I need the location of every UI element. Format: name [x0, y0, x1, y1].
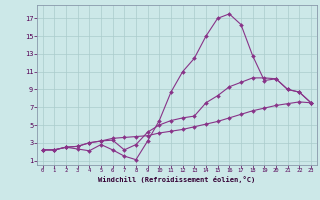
X-axis label: Windchill (Refroidissement éolien,°C): Windchill (Refroidissement éolien,°C) [98, 176, 255, 183]
